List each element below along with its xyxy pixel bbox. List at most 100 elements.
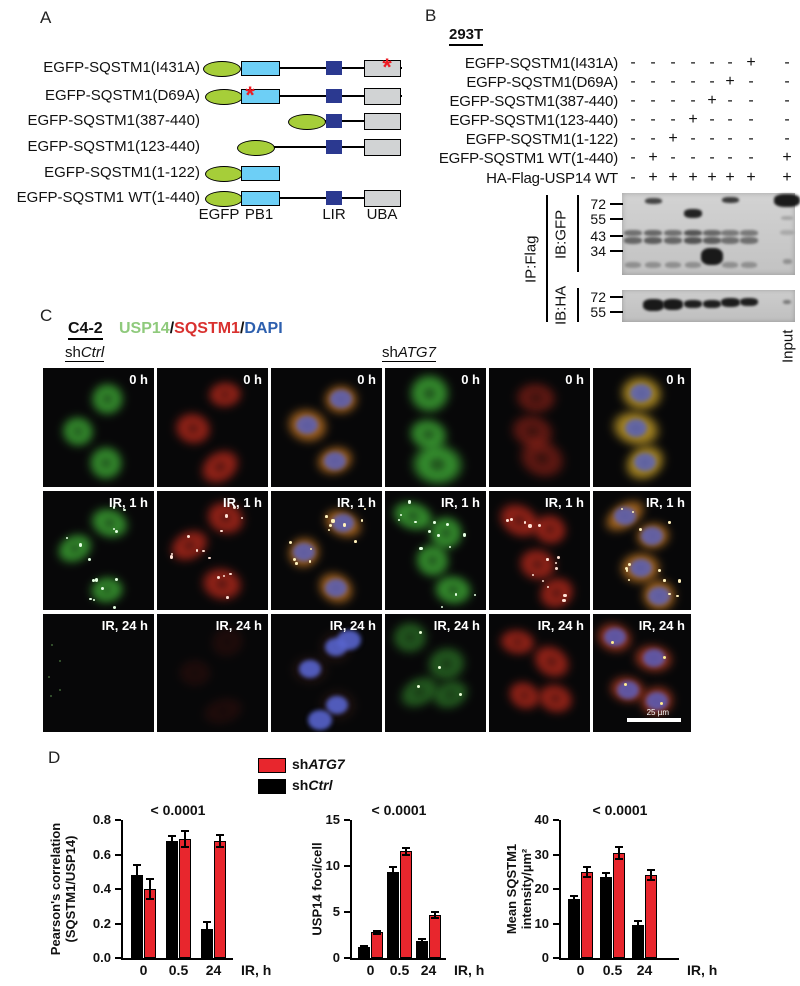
- protein-band: [663, 299, 683, 310]
- mw-tick: [610, 203, 623, 205]
- y-tick: [115, 819, 121, 821]
- y-tick: [553, 922, 559, 925]
- time-label: IR, 24 h: [638, 618, 685, 633]
- panel-d-label: D: [48, 748, 61, 767]
- focus-dot: [458, 692, 462, 696]
- stain-dapi: DAPI: [244, 320, 283, 337]
- protein-band: [625, 262, 641, 268]
- lane-symbol: -: [690, 149, 696, 166]
- error-bar-cap: [360, 946, 368, 949]
- uba-domain: [364, 113, 401, 130]
- blot-condition-label: EGFP-SQSTM1 WT(1-440): [438, 150, 618, 167]
- lane-symbol: +: [688, 111, 698, 128]
- lane-symbol: -: [748, 92, 754, 109]
- lane-symbol: -: [748, 149, 754, 166]
- construct-label: EGFP-SQSTM1(123-440): [27, 138, 200, 155]
- bar-shctrl: [568, 899, 580, 958]
- lane-symbol: -: [690, 73, 696, 90]
- protein-band: [642, 299, 664, 311]
- cell-line-293t: 293T: [449, 26, 484, 46]
- error-bar-cap: [146, 898, 154, 901]
- lir-domain: [326, 61, 342, 75]
- y-tick-label: 0.4: [92, 881, 111, 896]
- time-label: IR, 24 h: [537, 618, 584, 633]
- y-tick-label: 0.6: [92, 846, 111, 862]
- lane-symbol: -: [630, 149, 636, 166]
- y-tick-label: 0.8: [92, 812, 111, 827]
- time-label: IR, 1 h: [336, 495, 376, 510]
- uba-domain: [364, 88, 401, 105]
- y-tick: [115, 957, 121, 959]
- mw-tick: [610, 235, 623, 237]
- focus-dot: [506, 519, 510, 522]
- uba-domain: [364, 139, 401, 156]
- stain-separator: /: [169, 320, 175, 337]
- focus-dot: [625, 569, 629, 573]
- construct-label: EGFP-SQSTM1(1-122): [44, 164, 200, 181]
- nucleus-blob: [634, 453, 657, 472]
- stain-separator: /: [239, 320, 245, 337]
- micrograph-cell: 0 h: [43, 368, 154, 487]
- legend-prefix: sh: [292, 756, 309, 772]
- nucleus-blob: [323, 451, 346, 470]
- micrograph-cell: IR, 1 h: [43, 491, 154, 610]
- focus-dot: [327, 528, 331, 532]
- error-bar-line: [206, 921, 208, 936]
- focus-dot: [115, 530, 119, 534]
- x-axis: [121, 958, 233, 960]
- x-tick-label: 24: [420, 962, 437, 978]
- lane-symbol: -: [748, 130, 754, 147]
- legend-gene: ATG7: [308, 756, 345, 772]
- y-axis-label: Mean SQSTM1 intensity/µm²: [504, 843, 534, 935]
- nucleus-blob: [298, 660, 321, 679]
- y-tick: [344, 957, 350, 959]
- error-bar-cap: [634, 920, 642, 923]
- mw-tick: [610, 296, 623, 298]
- pb1-domain: [241, 61, 280, 76]
- bar-shctrl: [387, 871, 399, 958]
- time-label: IR, 24 h: [433, 618, 480, 633]
- focus-dot: [554, 567, 559, 571]
- lane-symbol: -: [630, 54, 636, 71]
- error-bar-line: [434, 911, 436, 918]
- lane-symbol: +: [746, 169, 756, 186]
- bar-shctrl: [632, 925, 644, 958]
- protein-band: [740, 237, 758, 244]
- legend-label-ctrl: shCtrl: [292, 777, 332, 793]
- lir-domain: [326, 191, 342, 205]
- micrograph-cell: IR, 24 h: [385, 614, 486, 732]
- focus-dot: [59, 689, 62, 692]
- focus-dot: [528, 524, 532, 528]
- micrograph-cell: 0 h: [385, 368, 486, 487]
- focus-dot: [398, 518, 401, 522]
- micrograph-cell: IR, 24 h: [157, 614, 268, 732]
- focus-dot: [217, 575, 221, 579]
- chart-title: < 0.0001: [150, 802, 206, 818]
- y-tick-label: 40: [534, 812, 549, 827]
- error-bar-cap: [216, 833, 224, 836]
- error-bar-cap: [216, 845, 224, 848]
- focus-dot: [418, 631, 422, 635]
- protein-band: [781, 216, 793, 220]
- focus-dot: [532, 574, 535, 577]
- protein-band: [664, 230, 682, 236]
- error-bar-cap: [570, 894, 578, 897]
- error-bar-cap: [583, 865, 591, 868]
- lane-symbol: +: [648, 169, 658, 186]
- domain-label-uba: UBA: [366, 206, 398, 223]
- x-tick-label: 0: [366, 962, 375, 978]
- lir-domain: [326, 89, 342, 103]
- mw-label: 43: [590, 228, 606, 244]
- focus-dot: [624, 566, 628, 571]
- focus-dot: [94, 578, 98, 582]
- protein-band: [685, 262, 701, 268]
- focus-dot: [623, 683, 627, 687]
- focus-dot: [232, 506, 236, 510]
- focus-dot: [554, 561, 558, 565]
- y-tick-label: 5: [332, 904, 340, 919]
- input-lane-symbol: -: [784, 92, 790, 109]
- focus-dot: [226, 595, 229, 599]
- protein-band: [783, 300, 791, 304]
- x-axis: [559, 958, 679, 960]
